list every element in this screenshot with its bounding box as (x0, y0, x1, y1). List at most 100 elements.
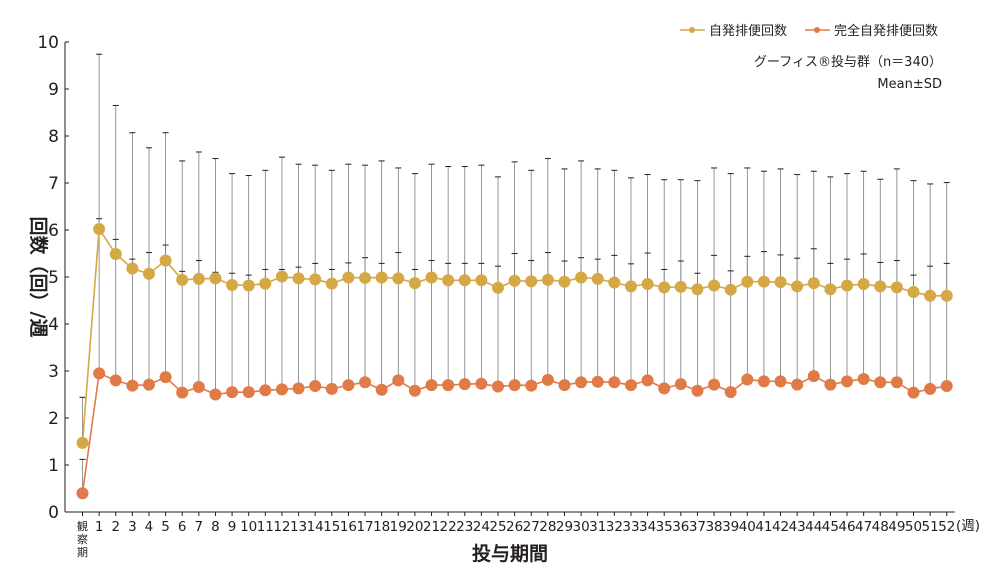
x-tick-label: 23 (456, 519, 473, 535)
data-point-complete (591, 375, 604, 388)
x-tick-label: 9 (228, 519, 237, 535)
data-point-complete (890, 376, 903, 389)
data-point-spontaneous (492, 281, 504, 294)
data-point-spontaneous (541, 273, 554, 286)
data-point-spontaneous (641, 278, 654, 291)
data-point-spontaneous (691, 283, 704, 296)
x-tick-label: 41 (755, 519, 772, 535)
x-tick-label: 1 (95, 519, 104, 535)
data-point-complete (176, 386, 189, 399)
data-point-complete (226, 386, 239, 399)
legend: 自発排便回数 完全自発排便回数 (680, 23, 938, 39)
x-tick-label: 31 (589, 519, 606, 535)
data-point-spontaneous (242, 279, 255, 292)
x-tick-label: 26 (506, 519, 523, 535)
data-point-complete (874, 376, 887, 389)
y-tick-label: 6 (48, 221, 59, 241)
data-point-complete (242, 386, 255, 399)
data-point-complete (674, 378, 687, 391)
data-point-complete (375, 383, 388, 396)
data-point-complete (558, 379, 571, 392)
y-tick-label: 3 (48, 362, 59, 382)
data-point-complete (259, 384, 272, 397)
data-point-complete (93, 367, 106, 380)
x-tick-label: 35 (656, 519, 673, 535)
data-point-complete (940, 380, 953, 393)
x-tick-label: 33 (622, 519, 639, 535)
data-point-complete (359, 376, 372, 389)
data-point-spontaneous (76, 436, 89, 449)
x-tick-label: 47 (855, 519, 872, 535)
data-point-spontaneous (608, 276, 621, 289)
data-point-spontaneous (275, 270, 288, 283)
y-axis-label: 回数（回）/週 (27, 217, 50, 338)
legend-marker-spontaneous (689, 27, 695, 33)
data-point-spontaneous (807, 277, 820, 290)
data-point-complete (342, 379, 355, 392)
x-tick-label: 28 (539, 519, 556, 535)
data-point-complete (142, 378, 155, 391)
data-point-complete (824, 378, 837, 391)
data-point-spontaneous (475, 274, 488, 287)
data-point-complete (325, 382, 338, 395)
x-tick-label: 観察期 (77, 519, 88, 559)
data-point-complete (508, 379, 521, 392)
x-tick-label: 17 (356, 519, 373, 535)
x-tick-label: 20 (406, 519, 423, 535)
data-point-spontaneous (425, 271, 438, 284)
x-tick-label: 44 (805, 519, 822, 535)
data-point-complete (641, 374, 654, 387)
data-point-spontaneous (292, 272, 305, 285)
legend-label-spontaneous: 自発排便回数 (709, 24, 787, 39)
data-point-spontaneous (624, 280, 637, 293)
data-point-complete (608, 376, 621, 389)
x-tick-label: 5 (161, 519, 170, 535)
data-point-spontaneous (325, 277, 338, 290)
legend-label-complete: 完全自発排便回数 (834, 23, 938, 39)
data-point-spontaneous (558, 275, 571, 288)
data-point-complete (841, 375, 854, 388)
data-point-complete (492, 380, 504, 393)
data-point-spontaneous (708, 279, 721, 292)
data-point-spontaneous (375, 271, 388, 284)
x-tick-label: 45 (822, 519, 839, 535)
data-point-spontaneous (93, 223, 106, 236)
x-tick-label: 25 (489, 519, 506, 535)
x-tick-label: 18 (373, 519, 390, 535)
data-point-spontaneous (824, 283, 837, 296)
data-point-spontaneous (359, 271, 372, 284)
data-point-spontaneous (724, 283, 737, 296)
data-point-spontaneous (142, 267, 155, 280)
data-point-complete (807, 370, 820, 383)
data-point-complete (708, 378, 721, 391)
data-point-spontaneous (259, 277, 272, 290)
x-tick-label: 15 (323, 519, 340, 535)
annotation-mean-sd: Mean±SD (877, 77, 942, 92)
annotation-group: グーフィス®投与群（n＝340） (754, 54, 942, 70)
data-point-complete (408, 384, 421, 397)
x-tick-label: 32 (606, 519, 623, 535)
data-point-complete (109, 374, 122, 387)
x-tick-label: 19 (390, 519, 407, 535)
data-point-spontaneous (757, 275, 770, 288)
y-tick-label: 1 (48, 456, 59, 476)
y-tick-label: 10 (37, 33, 59, 53)
data-point-spontaneous (525, 275, 538, 288)
x-tick-label: 14 (307, 519, 324, 535)
x-tick-label: 13 (290, 519, 307, 535)
data-point-spontaneous (159, 254, 172, 267)
data-point-complete (541, 373, 554, 386)
data-point-spontaneous (890, 281, 903, 294)
x-tick-label: 30 (573, 519, 590, 535)
data-point-spontaneous (408, 277, 421, 290)
x-tick-label: 22 (440, 519, 457, 535)
data-point-complete (724, 386, 737, 399)
x-tick-label: 11 (257, 519, 274, 535)
x-tick-label: 27 (523, 519, 540, 535)
series-points (76, 223, 953, 500)
data-point-spontaneous (658, 281, 671, 294)
x-tick-label: 37 (689, 519, 706, 535)
y-axis-ticks: 0 1 2 3 4 5 6 7 8 9 10 (37, 33, 69, 523)
data-point-spontaneous (924, 289, 937, 302)
y-tick-label: 2 (48, 409, 59, 429)
